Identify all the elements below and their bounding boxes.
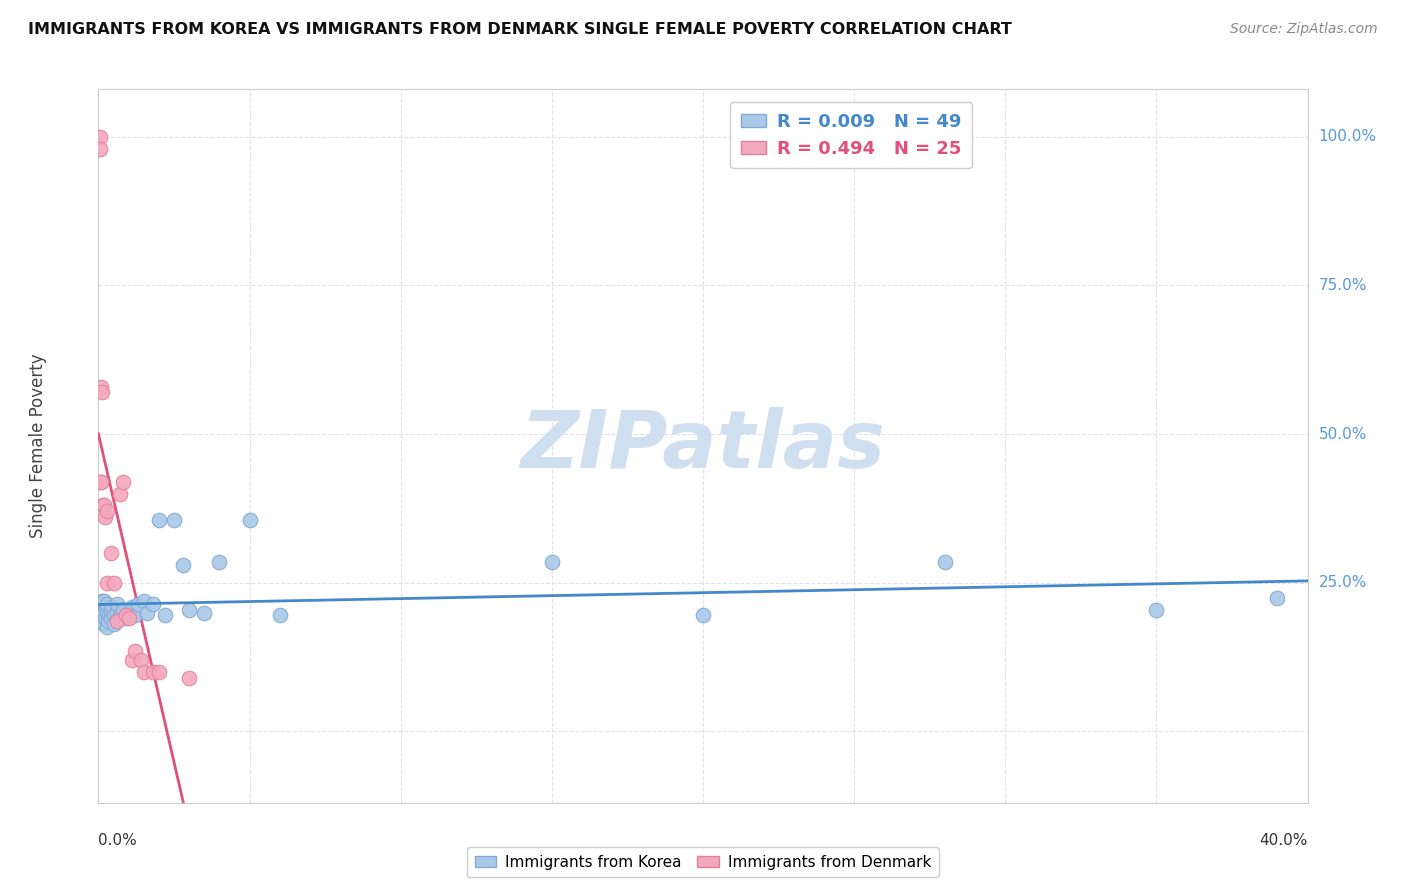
Point — [90, 606, 112, 620]
Text: Source: ZipAtlas.com: Source: ZipAtlas.com — [1230, 22, 1378, 37]
Text: 25.0%: 25.0% — [1319, 575, 1367, 591]
Point — [193, 606, 215, 620]
Point — [96, 620, 118, 634]
Point — [105, 597, 128, 611]
Point — [94, 599, 117, 614]
Point — [90, 599, 112, 614]
Point — [239, 513, 262, 527]
Text: 75.0%: 75.0% — [1319, 278, 1367, 293]
Point — [91, 593, 114, 607]
Point — [105, 615, 128, 629]
Point — [96, 575, 118, 590]
Point — [89, 142, 111, 156]
Point — [100, 611, 122, 625]
Point — [148, 513, 170, 527]
Point — [91, 499, 114, 513]
Point — [177, 671, 201, 685]
Text: 0.0%: 0.0% — [98, 833, 138, 848]
Legend: Immigrants from Korea, Immigrants from Denmark: Immigrants from Korea, Immigrants from D… — [467, 847, 939, 877]
Point — [103, 608, 125, 623]
Point — [94, 611, 117, 625]
Point — [129, 653, 152, 667]
Point — [177, 602, 201, 616]
Point — [108, 486, 131, 500]
Point — [114, 611, 136, 625]
Point — [91, 385, 114, 400]
Point — [163, 513, 186, 527]
Point — [1144, 602, 1167, 616]
Point — [124, 608, 146, 623]
Point — [96, 504, 118, 518]
Point — [91, 615, 114, 629]
Text: 40.0%: 40.0% — [1260, 833, 1308, 848]
Point — [91, 606, 114, 620]
Point — [934, 555, 956, 569]
Point — [108, 608, 131, 623]
Point — [93, 606, 115, 620]
Point — [103, 617, 125, 632]
Text: ZIPatlas: ZIPatlas — [520, 407, 886, 485]
Point — [118, 611, 141, 625]
Point — [132, 593, 155, 607]
Point — [90, 475, 112, 489]
Point — [93, 499, 115, 513]
Point — [114, 608, 136, 623]
Point — [90, 379, 112, 393]
Point — [90, 475, 112, 489]
Point — [91, 608, 114, 623]
Point — [148, 665, 170, 679]
Point — [111, 602, 134, 616]
Point — [118, 606, 141, 620]
Point — [269, 608, 291, 623]
Point — [208, 555, 231, 569]
Point — [172, 558, 194, 572]
Point — [142, 597, 165, 611]
Point — [96, 606, 118, 620]
Point — [142, 665, 165, 679]
Point — [121, 599, 143, 614]
Point — [89, 129, 111, 144]
Text: IMMIGRANTS FROM KOREA VS IMMIGRANTS FROM DENMARK SINGLE FEMALE POVERTY CORRELATI: IMMIGRANTS FROM KOREA VS IMMIGRANTS FROM… — [28, 22, 1012, 37]
Point — [96, 597, 118, 611]
Point — [100, 546, 122, 560]
Point — [127, 597, 149, 611]
Point — [100, 602, 122, 616]
Text: 50.0%: 50.0% — [1319, 426, 1367, 442]
Point — [94, 510, 117, 524]
Point — [111, 475, 134, 489]
Point — [98, 608, 121, 623]
Point — [153, 608, 176, 623]
Point — [121, 653, 143, 667]
Point — [132, 665, 155, 679]
Point — [103, 575, 125, 590]
Point — [692, 608, 714, 623]
Point — [93, 597, 115, 611]
Point — [93, 617, 115, 632]
Point — [90, 611, 112, 625]
Point — [124, 644, 146, 658]
Point — [1265, 591, 1288, 605]
Point — [97, 615, 120, 629]
Point — [105, 606, 128, 620]
Text: 100.0%: 100.0% — [1319, 129, 1376, 145]
Text: Single Female Poverty: Single Female Poverty — [30, 354, 46, 538]
Point — [93, 593, 115, 607]
Point — [135, 606, 157, 620]
Point — [101, 599, 124, 614]
Point — [540, 555, 562, 569]
